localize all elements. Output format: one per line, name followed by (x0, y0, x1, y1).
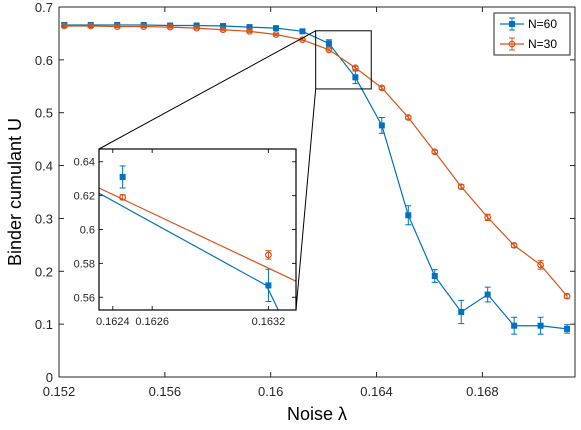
data-point (140, 23, 148, 30)
x-tick-label: 0.152 (43, 384, 76, 399)
legend-label: N=30 (528, 37, 557, 51)
data-point (378, 122, 385, 129)
data-point (378, 84, 386, 92)
zoom-connector (295, 88, 317, 311)
inset-y-tick-label: 0.64 (74, 157, 95, 169)
zoom-connector (98, 30, 316, 150)
legend-box (493, 12, 571, 56)
data-point (484, 213, 492, 221)
data-point (564, 325, 571, 332)
inset-series-N=60 (99, 164, 279, 310)
data-point (119, 193, 127, 201)
data-point (325, 40, 332, 47)
inset-x-tick-label: 0.1632 (252, 316, 286, 328)
x-axis-title: Noise λ (287, 404, 347, 424)
y-tick-label: 0.4 (35, 159, 53, 174)
data-point (563, 292, 571, 300)
data-point (537, 322, 544, 329)
inset-series-line (99, 164, 279, 310)
legend-label: N=60 (528, 17, 557, 31)
data-point (113, 23, 121, 30)
data-point (457, 183, 465, 191)
inset-series-N=30 (99, 187, 296, 282)
x-tick-label: 0.164 (360, 384, 393, 399)
data-point (299, 28, 306, 35)
data-point (431, 273, 438, 280)
inset-y-tick-label: 0.56 (74, 292, 95, 304)
data-point (272, 31, 280, 38)
y-axis-title: Binder cumulant U (5, 118, 25, 266)
data-point (219, 26, 227, 34)
data-point (265, 251, 272, 259)
data-point (272, 25, 279, 32)
data-point (265, 282, 272, 289)
y-tick-label: 0.3 (35, 211, 53, 226)
data-point (508, 40, 516, 48)
data-point (60, 22, 68, 30)
data-point (87, 22, 95, 30)
zoom-box (315, 30, 372, 90)
y-tick-label: 0 (46, 370, 53, 385)
y-tick-label: 0.2 (35, 264, 53, 279)
data-point (509, 21, 515, 27)
data-point (193, 24, 201, 32)
y-tick-label: 0.1 (35, 317, 53, 332)
x-tick-label: 0.156 (149, 384, 182, 399)
data-point (404, 114, 412, 121)
inset-y-tick-label: 0.6 (80, 225, 95, 237)
legend: N=60 N=30 (493, 12, 571, 56)
data-point (352, 74, 359, 81)
data-point (351, 64, 359, 72)
data-point (510, 241, 518, 249)
y-tick-label: 0.5 (35, 106, 53, 121)
x-tick-label: 0.168 (466, 384, 499, 399)
data-point (166, 23, 174, 31)
inset-x-tick-label: 0.1624 (96, 316, 130, 328)
inset-frame (98, 148, 297, 311)
inset-series-line (99, 187, 296, 282)
data-point (458, 308, 465, 315)
inset-y-tick-label: 0.62 (74, 191, 95, 203)
data-point (431, 148, 439, 156)
data-point (537, 261, 544, 269)
y-tick-label: 0.7 (35, 0, 53, 15)
y-tick-label: 0.6 (35, 53, 53, 68)
data-point (246, 24, 253, 31)
x-tick-label: 0.16 (258, 384, 283, 399)
data-point (246, 27, 253, 35)
data-point (119, 173, 126, 180)
data-point (484, 291, 491, 298)
inset-x-tick-label: 0.1626 (135, 316, 169, 328)
data-point (405, 212, 412, 219)
legend-entry: N=60 (500, 17, 557, 31)
data-point (511, 322, 518, 329)
data-point (325, 46, 333, 54)
legend-entry: N=30 (500, 37, 557, 51)
inset-plot-area: 0.1624 0.1626 0.1632 0.56 0.58 0.6 0.62 0.64 (74, 30, 372, 328)
inset-y-tick-label: 0.58 (74, 258, 95, 270)
